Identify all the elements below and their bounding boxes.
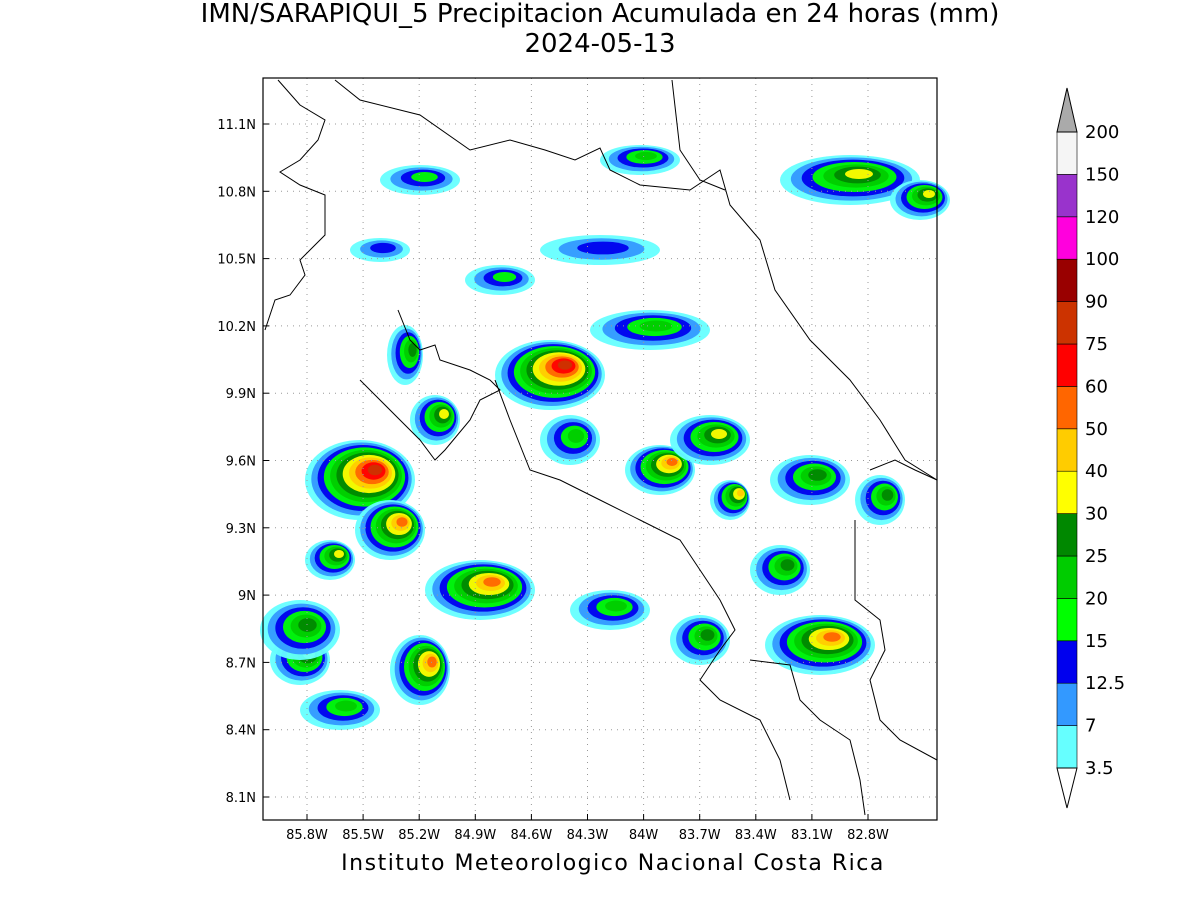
colorbar-label: 100: [1085, 249, 1119, 270]
colorbar-label: 20: [1085, 588, 1108, 609]
colorbar-label: 7: [1085, 716, 1096, 737]
colorbar-label: 75: [1085, 334, 1108, 355]
colorbar-segment: [1056, 470, 1078, 514]
colorbar-segment: [1056, 725, 1078, 769]
colorbar-over: [1056, 87, 1078, 133]
colorbar-under: [1056, 767, 1078, 809]
colorbar-segment: [1056, 386, 1078, 430]
colorbar-segment: [1056, 258, 1078, 302]
colorbar-segment: [1056, 301, 1078, 345]
lat-label: 9.6N: [226, 455, 256, 470]
precip-contour: [711, 429, 727, 439]
precip-contour: [823, 632, 841, 642]
precip-contour: [439, 409, 449, 419]
lon-label: 84.9W: [454, 828, 496, 843]
map-frame: [262, 77, 938, 821]
colorbar-label: 50: [1085, 419, 1108, 440]
precip-contour: [808, 469, 827, 481]
precip-contour: [483, 577, 501, 587]
colorbar-label: 25: [1085, 546, 1108, 567]
credit: Instituto Meteorologico Nacional Costa R…: [341, 851, 885, 876]
lat-label: 9.9N: [226, 387, 256, 402]
precip-contour: [736, 489, 745, 497]
precip-contour: [639, 320, 673, 332]
colorbar-segment: [1056, 343, 1078, 387]
colorbar: 3.5 7 12.5 15 20 25 30 40 50 60 75 90 100 120 150 200: [1056, 87, 1125, 809]
colorbar-segment: [1056, 598, 1078, 642]
precip-contour: [845, 169, 873, 179]
lat-label: 9.3N: [226, 522, 256, 537]
title: IMN/SARAPIQUI_5 Precipitacion Acumulada …: [201, 0, 1000, 29]
colorbar-label: 120: [1085, 207, 1119, 228]
lon-label: 83.7W: [679, 828, 721, 843]
precip-contour: [411, 172, 438, 182]
precip-contour: [923, 190, 935, 198]
lat-label: 8.4N: [226, 724, 256, 739]
colorbar-segment: [1056, 131, 1078, 175]
colorbar-label: 150: [1085, 164, 1119, 185]
colorbar-segment: [1056, 216, 1078, 260]
precip-contour: [881, 489, 894, 501]
colorbar-label: 3.5: [1085, 758, 1114, 779]
colorbar-segment: [1056, 640, 1078, 684]
precip-contour: [577, 241, 629, 255]
precip-contour: [492, 272, 517, 282]
lat-label: 8.7N: [226, 656, 256, 671]
precip-contour: [605, 600, 627, 612]
lon-label: 83.1W: [791, 828, 833, 843]
colorbar-label: 90: [1085, 292, 1108, 313]
colorbar-segment: [1056, 428, 1078, 472]
lon-label: 85.8W: [286, 828, 328, 843]
lat-label: 11.1N: [217, 118, 256, 133]
precip-contour: [635, 151, 657, 161]
colorbar-segment: [1056, 513, 1078, 557]
colorbar-label: 200: [1085, 122, 1119, 143]
precip-contour: [370, 242, 396, 254]
lat-label: 9N: [238, 589, 256, 604]
date: 2024-05-13: [524, 29, 675, 59]
precip-contour: [666, 458, 678, 466]
precip-contour: [408, 343, 417, 357]
lon-label: 82.8W: [847, 828, 889, 843]
lon-label: 85.2W: [398, 828, 440, 843]
lat-label: 10.5N: [217, 253, 256, 268]
precip-contour: [557, 360, 573, 370]
precip-contour: [780, 559, 795, 571]
precip-contour: [334, 550, 344, 558]
lat-label: 8.1N: [226, 791, 256, 806]
precip-contour: [335, 700, 357, 712]
precip-contour: [396, 517, 408, 527]
colorbar-label: 12.5: [1085, 673, 1125, 694]
lon-label: 83.4W: [735, 828, 777, 843]
lat-label: 10.8N: [217, 185, 256, 200]
lat-label: 10.2N: [217, 320, 256, 335]
lon-label: 84.3W: [567, 828, 609, 843]
precip-contour: [700, 629, 715, 641]
colorbar-label: 40: [1085, 461, 1108, 482]
lon-label: 84W: [629, 828, 659, 843]
precip-contour: [367, 464, 383, 476]
precip-contour: [567, 429, 585, 443]
coastlines: [264, 79, 938, 816]
colorbar-label: 15: [1085, 631, 1108, 652]
lon-label: 84.6W: [510, 828, 552, 843]
colorbar-segment: [1056, 555, 1078, 599]
colorbar-segment: [1056, 174, 1078, 218]
grid: [263, 78, 937, 820]
colorbar-label: 30: [1085, 504, 1108, 525]
colorbar-label: 60: [1085, 376, 1108, 397]
lon-label: 85.5W: [342, 828, 384, 843]
precip-field: [260, 145, 950, 730]
colorbar-segment: [1056, 682, 1078, 726]
